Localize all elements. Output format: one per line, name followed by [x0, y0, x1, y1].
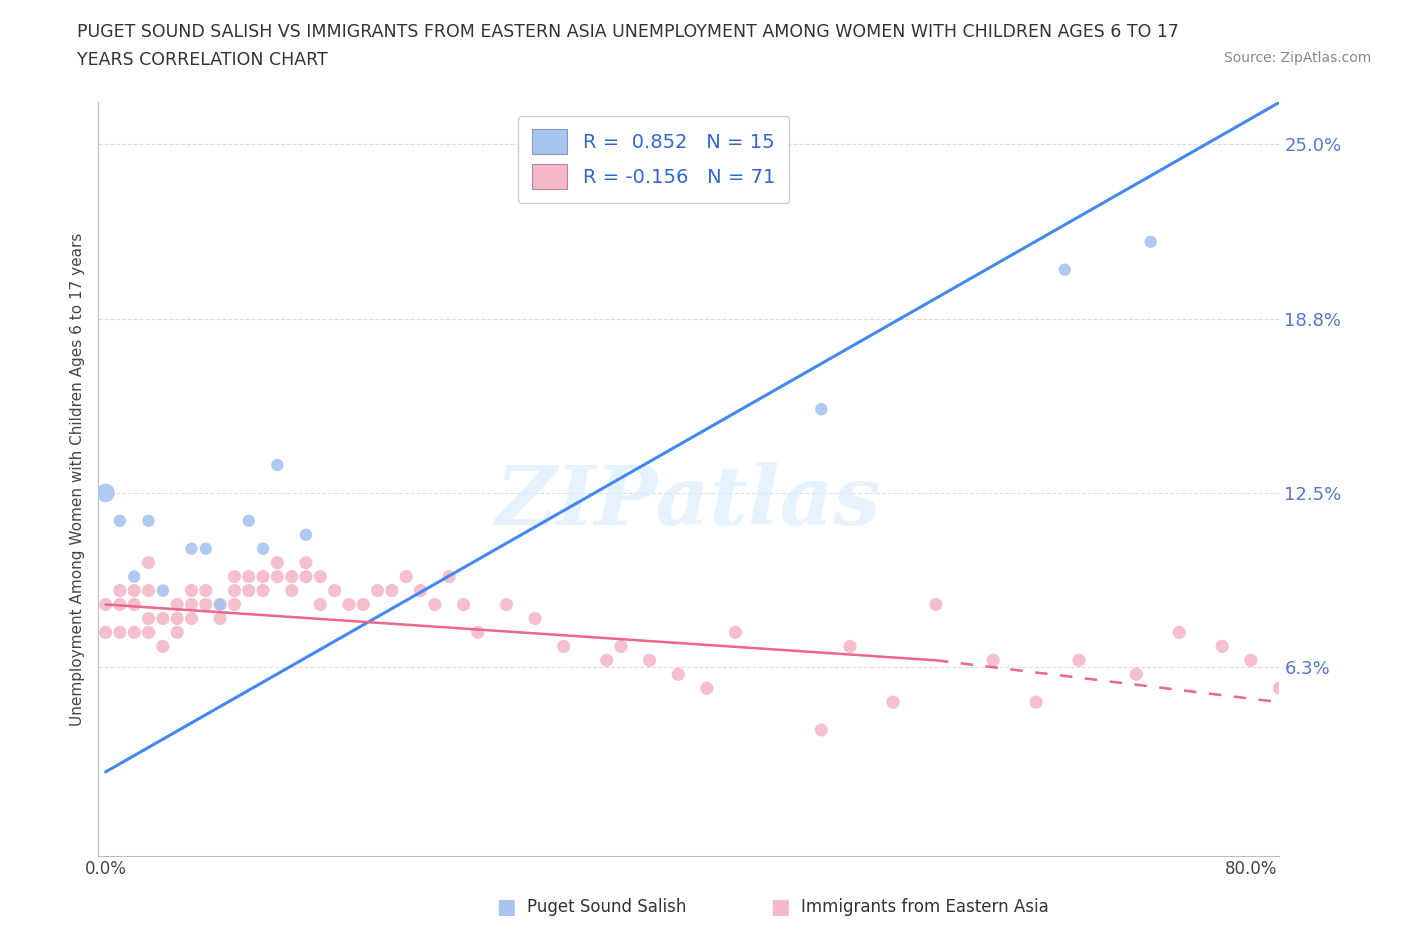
- Point: [1240, 653, 1263, 668]
- Point: [209, 597, 232, 612]
- Point: [138, 625, 160, 640]
- Point: [1053, 262, 1076, 277]
- Point: [166, 611, 188, 626]
- Point: [238, 569, 260, 584]
- Text: Source: ZipAtlas.com: Source: ZipAtlas.com: [1223, 51, 1371, 65]
- Point: [138, 555, 160, 570]
- Point: [252, 583, 274, 598]
- Point: [224, 583, 246, 598]
- Point: [295, 527, 318, 542]
- Point: [238, 583, 260, 598]
- Point: [1168, 625, 1191, 640]
- Point: [122, 625, 145, 640]
- Point: [180, 583, 202, 598]
- Point: [352, 597, 374, 612]
- Text: Puget Sound Salish: Puget Sound Salish: [527, 897, 686, 916]
- Point: [122, 597, 145, 612]
- Point: [423, 597, 446, 612]
- Point: [495, 597, 517, 612]
- Point: [453, 597, 475, 612]
- Point: [1025, 695, 1047, 710]
- Point: [696, 681, 718, 696]
- Point: [108, 513, 131, 528]
- Point: [323, 583, 346, 598]
- Point: [180, 541, 202, 556]
- Point: [94, 597, 117, 612]
- Point: [194, 541, 217, 556]
- Point: [194, 583, 217, 598]
- Point: [94, 625, 117, 640]
- Text: ■: ■: [770, 897, 790, 917]
- Point: [309, 597, 332, 612]
- Point: [152, 583, 174, 598]
- Point: [638, 653, 661, 668]
- Point: [94, 485, 117, 500]
- Point: [610, 639, 633, 654]
- Point: [180, 611, 202, 626]
- Point: [209, 597, 232, 612]
- Point: [224, 569, 246, 584]
- Point: [122, 583, 145, 598]
- Point: [238, 513, 260, 528]
- Point: [337, 597, 360, 612]
- Point: [724, 625, 747, 640]
- Point: [553, 639, 575, 654]
- Point: [266, 458, 288, 472]
- Point: [224, 597, 246, 612]
- Point: [839, 639, 862, 654]
- Point: [122, 569, 145, 584]
- Point: [467, 625, 489, 640]
- Point: [252, 569, 274, 584]
- Point: [309, 569, 332, 584]
- Point: [266, 555, 288, 570]
- Point: [152, 611, 174, 626]
- Text: ■: ■: [496, 897, 516, 917]
- Text: YEARS CORRELATION CHART: YEARS CORRELATION CHART: [77, 51, 328, 69]
- Point: [108, 625, 131, 640]
- Point: [595, 653, 617, 668]
- Point: [138, 583, 160, 598]
- Text: PUGET SOUND SALISH VS IMMIGRANTS FROM EASTERN ASIA UNEMPLOYMENT AMONG WOMEN WITH: PUGET SOUND SALISH VS IMMIGRANTS FROM EA…: [77, 23, 1180, 41]
- Point: [409, 583, 432, 598]
- Point: [1268, 681, 1291, 696]
- Point: [981, 653, 1004, 668]
- Point: [252, 541, 274, 556]
- Point: [395, 569, 418, 584]
- Point: [194, 597, 217, 612]
- Point: [666, 667, 689, 682]
- Legend: R =  0.852   N = 15, R = -0.156   N = 71: R = 0.852 N = 15, R = -0.156 N = 71: [519, 116, 789, 203]
- Point: [1139, 234, 1161, 249]
- Point: [138, 611, 160, 626]
- Point: [295, 555, 318, 570]
- Y-axis label: Unemployment Among Women with Children Ages 6 to 17 years: Unemployment Among Women with Children A…: [69, 232, 84, 725]
- Point: [166, 597, 188, 612]
- Point: [280, 583, 302, 598]
- Point: [925, 597, 948, 612]
- Point: [152, 639, 174, 654]
- Point: [810, 402, 832, 417]
- Point: [295, 569, 318, 584]
- Text: Immigrants from Eastern Asia: Immigrants from Eastern Asia: [801, 897, 1049, 916]
- Point: [367, 583, 389, 598]
- Text: ZIPatlas: ZIPatlas: [496, 461, 882, 541]
- Point: [108, 597, 131, 612]
- Point: [524, 611, 547, 626]
- Point: [381, 583, 404, 598]
- Point: [1211, 639, 1233, 654]
- Point: [1067, 653, 1090, 668]
- Point: [266, 569, 288, 584]
- Point: [108, 583, 131, 598]
- Point: [138, 513, 160, 528]
- Point: [280, 569, 302, 584]
- Point: [180, 597, 202, 612]
- Point: [882, 695, 904, 710]
- Point: [437, 569, 460, 584]
- Point: [810, 723, 832, 737]
- Point: [1125, 667, 1147, 682]
- Point: [166, 625, 188, 640]
- Point: [209, 611, 232, 626]
